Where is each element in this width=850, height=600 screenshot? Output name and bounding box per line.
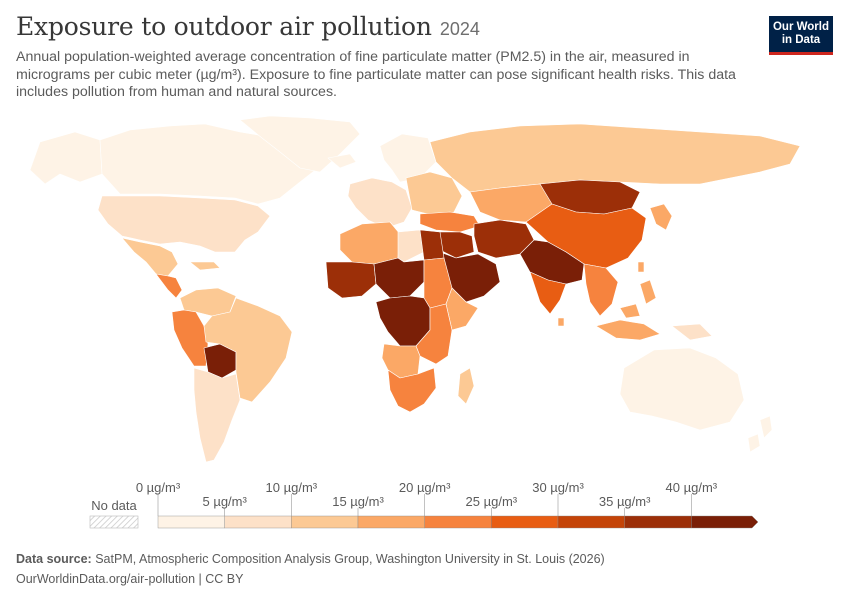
legend-bin <box>491 515 559 529</box>
region-sri-lanka[interactable] <box>557 317 565 327</box>
region-turkey[interactable] <box>419 211 481 233</box>
color-legend: No data 0 µg/m³ 5 µg/m³ 10 µg/m³ 15 µg/m³ 20 … <box>0 480 850 540</box>
legend-tick-label: 5 µg/m³ <box>202 494 247 509</box>
region-southeast-asia[interactable] <box>583 263 619 317</box>
region-peru-ecuador[interactable] <box>171 309 209 367</box>
url-line[interactable]: OurWorldinData.org/air-pollution | CC BY <box>16 572 244 586</box>
chart-year: 2024 <box>439 19 480 39</box>
legend-bin <box>291 515 359 529</box>
legend-tick-label: 40 µg/m³ <box>666 480 718 495</box>
owid-logo[interactable]: Our World in Data <box>769 16 833 55</box>
chart-title: Exposure to outdoor air pollution <box>16 12 432 41</box>
world-map-svg <box>29 115 801 463</box>
region-brazil[interactable] <box>203 297 293 403</box>
region-taiwan[interactable] <box>637 261 645 273</box>
logo-line-2: in Data <box>781 34 821 46</box>
chart-header: Exposure to outdoor air pollution 2024 A… <box>16 12 756 102</box>
region-madagascar[interactable] <box>457 367 475 405</box>
region-iceland[interactable] <box>327 153 357 169</box>
source-line: Data source: SatPM, Atmospheric Composit… <box>16 549 605 569</box>
title-row: Exposure to outdoor air pollution 2024 <box>16 12 756 41</box>
region-caribbean[interactable] <box>189 261 221 271</box>
region-indonesia[interactable] <box>595 279 661 341</box>
region-central-africa[interactable] <box>375 295 431 347</box>
region-north-africa-west[interactable] <box>339 221 401 265</box>
region-india-south[interactable] <box>529 271 567 315</box>
region-png[interactable] <box>671 323 713 341</box>
legend-bin <box>157 515 225 529</box>
region-usa[interactable] <box>97 195 271 253</box>
region-new-zealand[interactable] <box>747 415 773 453</box>
source-label: Data source: <box>16 552 92 566</box>
logo-line-1: Our World <box>772 21 829 33</box>
region-libya[interactable] <box>397 229 425 263</box>
region-western-europe[interactable] <box>347 177 413 229</box>
world-map <box>0 112 850 482</box>
region-eastern-europe[interactable] <box>405 171 463 217</box>
legend-tick-label: 15 µg/m³ <box>332 494 384 509</box>
legend-tick-label: 20 µg/m³ <box>399 480 451 495</box>
region-central-america[interactable] <box>155 273 183 299</box>
region-korea-japan[interactable] <box>649 203 673 231</box>
legend-bin <box>357 515 425 529</box>
no-data-swatch <box>89 515 139 529</box>
legend-tick-label: 10 µg/m³ <box>266 480 318 495</box>
legend-tick-label: 30 µg/m³ <box>532 480 584 495</box>
legend-tick-label: 0 µg/m³ <box>136 480 181 495</box>
footer: Data source: SatPM, Atmospheric Composit… <box>16 549 605 589</box>
legend-bin <box>424 515 492 529</box>
region-east-africa[interactable] <box>415 303 453 365</box>
chart-subtitle: Annual population-weighted average conce… <box>16 49 736 100</box>
region-australia[interactable] <box>619 347 745 431</box>
source-text[interactable]: SatPM, Atmospheric Composition Analysis … <box>95 552 605 566</box>
legend-bin <box>557 515 625 529</box>
region-egypt[interactable] <box>419 229 445 261</box>
legend-tick-label: 35 µg/m³ <box>599 494 651 509</box>
region-mexico[interactable] <box>121 237 179 277</box>
legend-bin <box>624 515 692 529</box>
region-canada[interactable] <box>99 123 319 205</box>
region-angola[interactable] <box>381 343 421 379</box>
region-alaska[interactable] <box>29 131 103 185</box>
legend-tick-label: 25 µg/m³ <box>466 494 518 509</box>
legend-bin <box>224 515 292 529</box>
region-southern-africa[interactable] <box>387 367 437 413</box>
region-chad-niger[interactable] <box>373 257 425 299</box>
region-argentina-chile[interactable] <box>193 367 241 463</box>
no-data-label: No data <box>91 498 137 513</box>
legend-svg: No data 0 µg/m³ 5 µg/m³ 10 µg/m³ 15 µg/m³ 20 … <box>89 480 759 529</box>
region-sahel-west[interactable] <box>325 261 377 299</box>
legend-bin <box>691 515 759 529</box>
